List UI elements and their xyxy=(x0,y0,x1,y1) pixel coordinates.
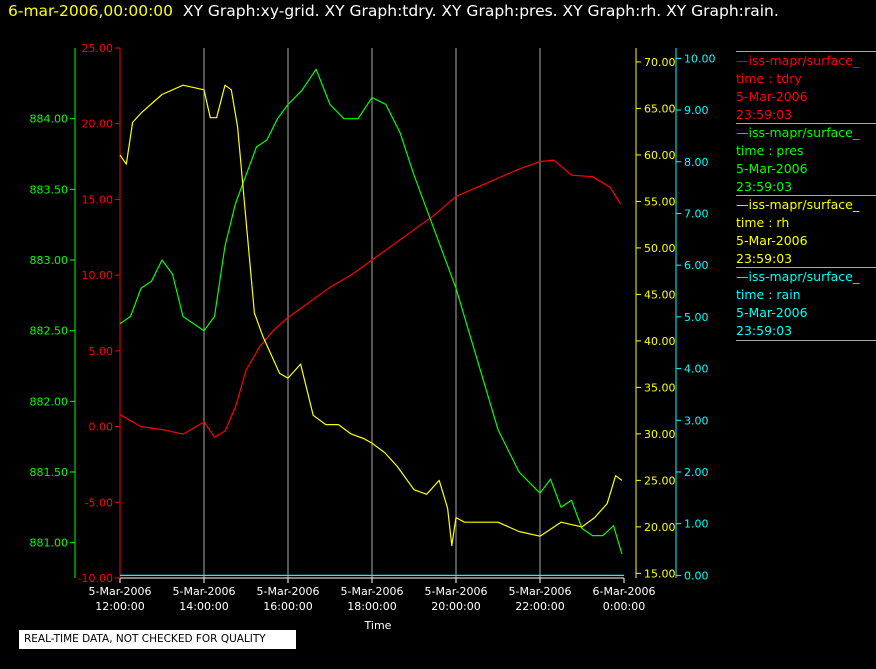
x-tick-label-time: 14:00:00 xyxy=(179,600,228,613)
legend-time: 23:59:03 xyxy=(736,251,793,266)
tdry-tick-label: 20.00 xyxy=(82,118,114,131)
rh-tick-label: 45.00 xyxy=(644,288,676,301)
legend-date: 5-Mar-2006 xyxy=(736,89,808,104)
x-tick-label-date: 5-Mar-2006 xyxy=(257,585,320,598)
title-bar: 6-mar-2006,00:00:00 XY Graph:xy-grid. XY… xyxy=(8,2,779,20)
rh-tick-label: 20.00 xyxy=(644,521,676,534)
legend-series-field: time : rain xyxy=(736,287,801,302)
legend-date: 5-Mar-2006 xyxy=(736,161,808,176)
rain-tick-label: 1.00 xyxy=(684,518,709,531)
tdry-tick-label: -5.00 xyxy=(85,496,113,509)
rh-series-line xyxy=(119,84,623,547)
x-tick-label-date: 5-Mar-2006 xyxy=(509,585,572,598)
legend-date: 5-Mar-2006 xyxy=(736,233,808,248)
x-axis-label: Time xyxy=(364,619,392,632)
legend-series-field: time : pres xyxy=(736,143,804,158)
pres-tick-label: 884.00 xyxy=(30,113,69,126)
legend-pres: —iss-mapr/surface_ time : pres 5-Mar-200… xyxy=(736,123,876,196)
x-tick-label-time: 20:00:00 xyxy=(431,600,480,613)
legend-series-name: —iss-mapr/surface_ xyxy=(736,269,860,284)
rain-tick-label: 9.00 xyxy=(684,104,709,117)
x-tick-label-time: 22:00:00 xyxy=(515,600,564,613)
legend-separator xyxy=(736,267,876,268)
rh-tick-label: 35.00 xyxy=(644,381,676,394)
legend-rain: —iss-mapr/surface_ time : rain 5-Mar-200… xyxy=(736,267,876,341)
title-graph-list: XY Graph:xy-grid. XY Graph:tdry. XY Grap… xyxy=(182,2,779,20)
rain-tick-label: 3.00 xyxy=(684,414,709,427)
legend-series-name: —iss-mapr/surface_ xyxy=(736,125,860,140)
pres-tick-label: 881.00 xyxy=(30,537,69,550)
x-tick-label-time: 16:00:00 xyxy=(263,600,312,613)
x-tick-label-date: 6-Mar-2006 xyxy=(593,585,656,598)
rain-tick-label: 2.00 xyxy=(684,466,709,479)
rain-tick-label: 5.00 xyxy=(684,311,709,324)
legend-separator xyxy=(736,123,876,124)
rain-tick-label: 8.00 xyxy=(684,156,709,169)
rh-tick-label: 50.00 xyxy=(644,242,676,255)
x-tick-label-date: 5-Mar-2006 xyxy=(89,585,152,598)
tdry-tick-label: 5.00 xyxy=(89,345,114,358)
tdry-series-line xyxy=(119,159,622,438)
legend-series-name: —iss-mapr/surface_ xyxy=(736,53,860,68)
rain-tick-label: 0.00 xyxy=(684,569,709,582)
rain-tick-label: 10.00 xyxy=(684,52,716,65)
legend-rh: —iss-mapr/surface_ time : rh 5-Mar-2006 … xyxy=(736,195,876,268)
title-timestamp: 6-mar-2006,00:00:00 xyxy=(8,2,174,20)
rh-tick-label: 40.00 xyxy=(644,335,676,348)
pres-tick-label: 882.50 xyxy=(30,325,69,338)
legend-series-field: time : tdry xyxy=(736,71,802,86)
rain-tick-label: 7.00 xyxy=(684,207,709,220)
legend-time: 23:59:03 xyxy=(736,107,793,122)
rh-tick-label: 25.00 xyxy=(644,474,676,487)
x-tick-label-date: 5-Mar-2006 xyxy=(425,585,488,598)
rh-tick-label: 65.00 xyxy=(644,102,676,115)
tdry-tick-label: 0.00 xyxy=(89,421,114,434)
legend-date: 5-Mar-2006 xyxy=(736,305,808,320)
pres-tick-label: 883.50 xyxy=(30,183,69,196)
grid-lines xyxy=(203,48,541,578)
rh-tick-label: 30.00 xyxy=(644,428,676,441)
tdry-tick-label: 15.00 xyxy=(82,193,114,206)
tdry-tick-label: 10.00 xyxy=(82,269,114,282)
rain-tick-label: 4.00 xyxy=(684,363,709,376)
legend-separator xyxy=(736,51,876,52)
rain-tick-label: 6.00 xyxy=(684,259,709,272)
legend-time: 23:59:03 xyxy=(736,323,793,338)
tdry-tick-label: 25.00 xyxy=(82,42,114,55)
legend-separator xyxy=(736,195,876,196)
series xyxy=(119,68,624,577)
rh-tick-label: 70.00 xyxy=(644,56,676,69)
legend-separator xyxy=(736,340,876,341)
rh-tick-label: 15.00 xyxy=(644,567,676,580)
legend-time: 23:59:03 xyxy=(736,179,793,194)
rh-tick-label: 55.00 xyxy=(644,195,676,208)
legend-series-field: time : rh xyxy=(736,215,790,230)
x-tick-label-time: 18:00:00 xyxy=(347,600,396,613)
axes: 5-Mar-2006 12:00:00 5-Mar-2006 14:00:00 5-Ma… xyxy=(30,42,716,613)
tdry-tick-label: -10.00 xyxy=(78,572,113,585)
pres-tick-label: 883.00 xyxy=(30,254,69,267)
pres-tick-label: 881.50 xyxy=(30,466,69,479)
x-tick-label-time: 12:00:00 xyxy=(95,600,144,613)
x-tick-label-date: 5-Mar-2006 xyxy=(173,585,236,598)
pres-series-line xyxy=(119,68,623,555)
pres-tick-label: 882.00 xyxy=(30,395,69,408)
quality-disclaimer: REAL-TIME DATA, NOT CHECKED FOR QUALITY xyxy=(19,630,296,649)
legend-series-name: —iss-mapr/surface_ xyxy=(736,197,860,212)
x-tick-label-time: 0:00:00 xyxy=(603,600,645,613)
rh-tick-label: 60.00 xyxy=(644,149,676,162)
legend-tdry: —iss-mapr/surface_ time : tdry 5-Mar-200… xyxy=(736,51,876,124)
x-tick-label-date: 5-Mar-2006 xyxy=(341,585,404,598)
